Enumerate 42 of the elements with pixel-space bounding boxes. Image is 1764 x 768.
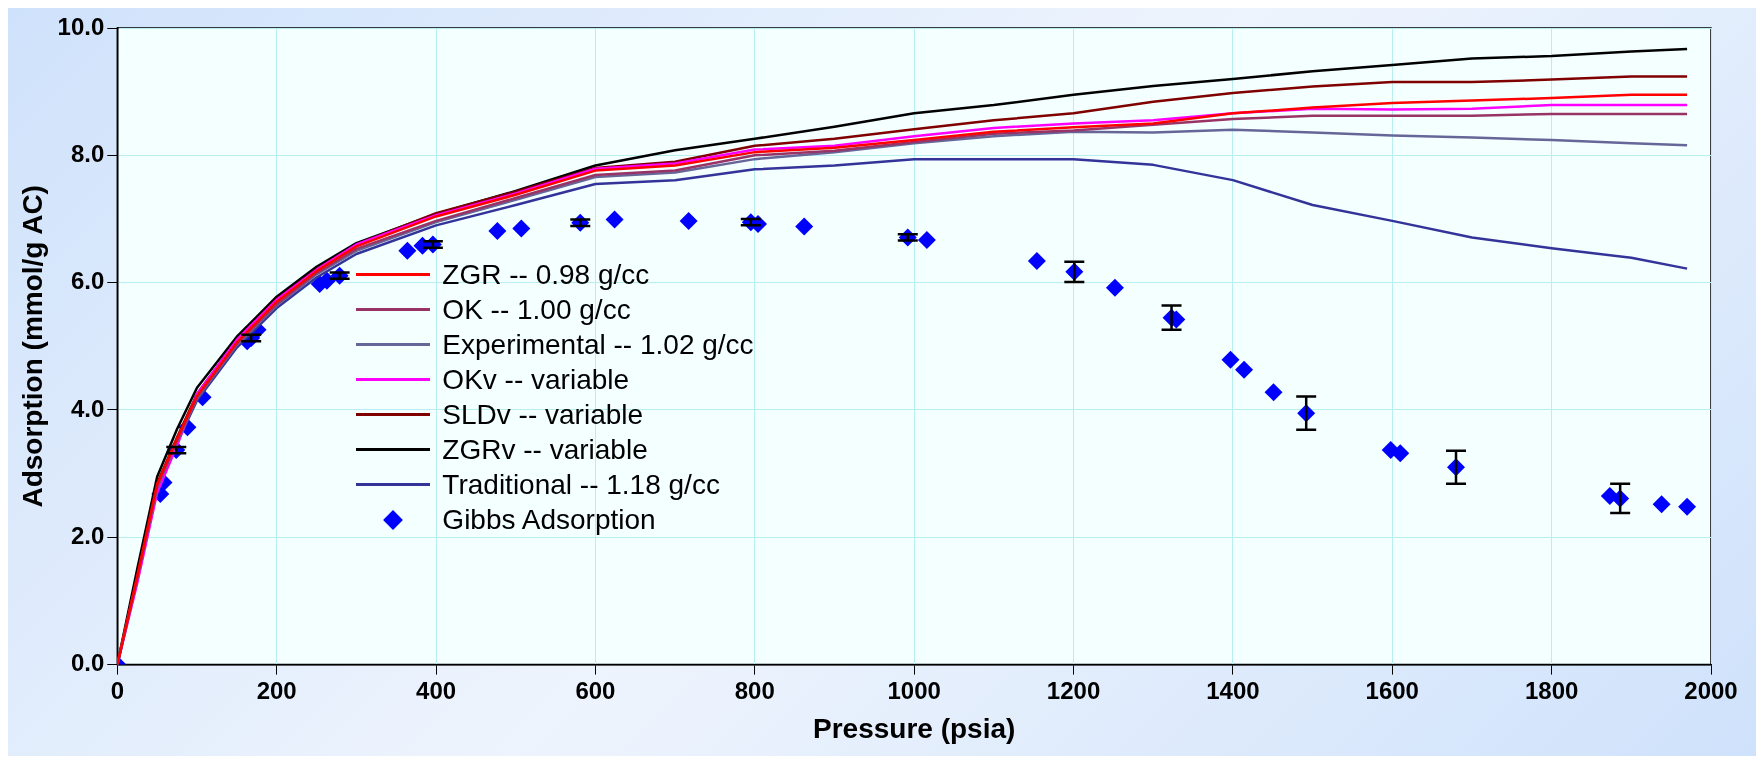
x-tick-label: 2000 bbox=[1684, 676, 1738, 704]
point bbox=[795, 217, 814, 236]
point bbox=[1027, 252, 1046, 270]
point bbox=[1221, 350, 1240, 369]
point bbox=[1652, 495, 1671, 514]
x-tick-label: 0 bbox=[110, 676, 124, 704]
legend-label: OKv -- variable bbox=[442, 363, 630, 398]
x-tick-label: 400 bbox=[416, 676, 457, 704]
legend-label: Gibbs Adsorption bbox=[442, 503, 656, 538]
point bbox=[917, 230, 936, 249]
point bbox=[512, 219, 531, 238]
x-tick-label: 1600 bbox=[1365, 676, 1419, 704]
x-tick-label: 1400 bbox=[1206, 676, 1260, 704]
y-tick-label: 2.0 bbox=[70, 521, 105, 549]
x-tick-label: 600 bbox=[575, 676, 616, 704]
point bbox=[1105, 278, 1124, 297]
x-axis-title: Pressure (psia) bbox=[812, 712, 1016, 744]
legend-label: ZGRv -- variable bbox=[442, 433, 648, 468]
y-axis-title: Adsorption (mmol/g AC) bbox=[16, 185, 48, 508]
x-tick-label: 200 bbox=[256, 676, 297, 704]
point bbox=[1391, 444, 1410, 463]
legend-label: SLDv -- variable bbox=[442, 398, 644, 433]
x-tick-label: 1000 bbox=[887, 676, 941, 704]
legend-label: Experimental -- 1.02 g/cc bbox=[442, 328, 754, 363]
point bbox=[605, 210, 624, 229]
x-tick-label: 1200 bbox=[1046, 676, 1101, 704]
legend-label: ZGR -- 0.98 g/cc bbox=[442, 258, 650, 293]
x-tick-label: 800 bbox=[734, 676, 775, 704]
y-tick-label: 8.0 bbox=[70, 139, 105, 167]
x-tick-label: 1800 bbox=[1524, 676, 1579, 704]
point bbox=[1678, 497, 1697, 516]
y-tick-label: 6.0 bbox=[70, 267, 105, 295]
point bbox=[679, 211, 698, 230]
legend-label: OK -- 1.00 g/cc bbox=[442, 293, 631, 328]
y-tick-label: 10.0 bbox=[57, 12, 105, 40]
y-tick-label: 4.0 bbox=[70, 394, 105, 422]
legend-label: Traditional -- 1.18 g/cc bbox=[442, 468, 720, 503]
point bbox=[1264, 383, 1283, 402]
point bbox=[488, 222, 507, 241]
y-tick-label: 0.0 bbox=[70, 649, 105, 677]
point bbox=[1235, 360, 1254, 379]
point bbox=[398, 241, 417, 260]
